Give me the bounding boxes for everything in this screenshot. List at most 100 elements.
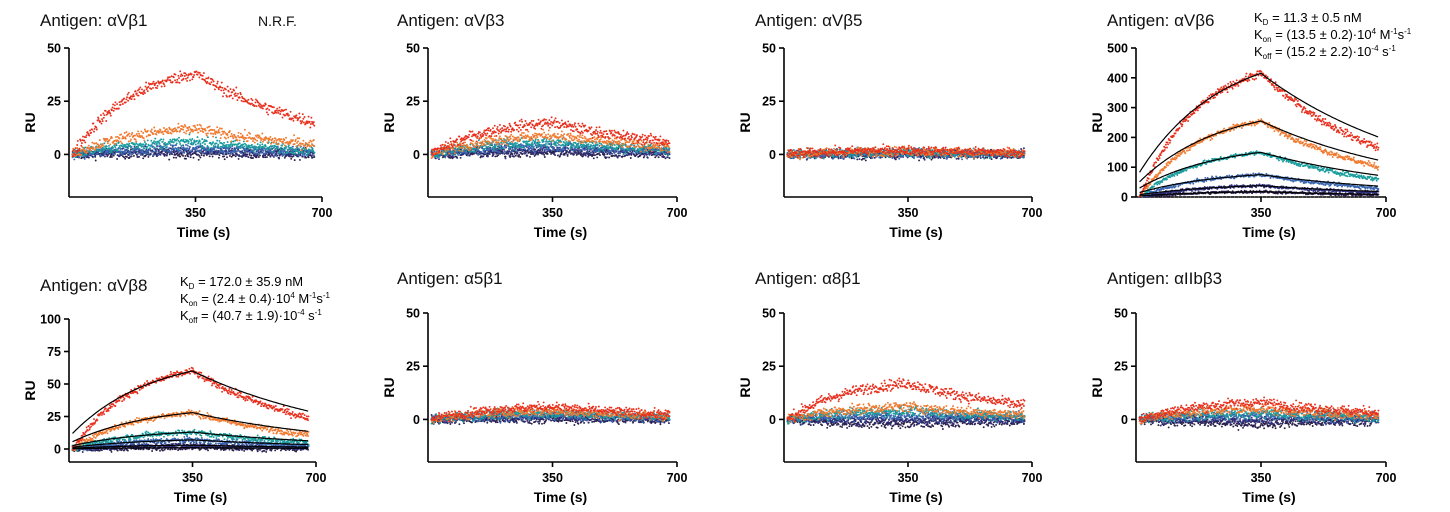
data-point: [254, 139, 256, 141]
data-point: [130, 146, 132, 148]
data-point: [664, 153, 666, 155]
data-point: [445, 151, 447, 153]
data-point: [613, 130, 615, 132]
data-point: [264, 156, 266, 158]
data-point: [478, 153, 480, 155]
data-point: [482, 134, 484, 136]
data-point: [452, 146, 454, 148]
data-point: [261, 138, 263, 140]
data-point: [169, 79, 171, 81]
data-point: [570, 129, 572, 131]
data-point: [163, 127, 165, 129]
data-point: [308, 151, 310, 153]
data-point: [121, 142, 123, 144]
data-point: [117, 150, 119, 152]
data-point: [129, 150, 131, 152]
data-point: [109, 143, 111, 145]
data-point: [84, 146, 86, 148]
data-point: [437, 148, 439, 150]
data-point: [599, 145, 601, 147]
data-point: [231, 133, 233, 135]
data-point: [503, 138, 505, 140]
data-point: [510, 131, 512, 133]
data-point: [224, 132, 226, 134]
data-point: [519, 152, 521, 154]
data-point: [662, 149, 664, 151]
data-point: [178, 77, 180, 79]
data-point: [133, 151, 135, 153]
data-point: [593, 157, 595, 159]
data-point: [595, 129, 597, 131]
data-point: [501, 127, 503, 129]
data-point: [514, 122, 516, 124]
data-point: [610, 146, 612, 148]
data-point: [580, 153, 582, 155]
data-point: [185, 78, 187, 80]
data-point: [487, 151, 489, 153]
data-point: [223, 92, 225, 94]
data-point: [577, 143, 579, 145]
data-point: [273, 156, 275, 158]
data-point: [298, 144, 300, 146]
data-point: [567, 120, 569, 122]
data-point: [509, 123, 511, 125]
data-point: [195, 150, 197, 152]
x-axis-label: Time (s): [177, 224, 230, 240]
data-point: [189, 152, 191, 154]
data-point: [122, 103, 124, 105]
data-point: [565, 141, 567, 143]
data-point: [497, 139, 499, 141]
data-point: [221, 128, 223, 130]
data-point: [267, 142, 269, 144]
data-point: [125, 131, 127, 133]
data-point: [510, 155, 512, 157]
data-point: [476, 137, 478, 139]
data-point: [207, 136, 209, 138]
data-point: [475, 134, 477, 136]
data-point: [237, 93, 239, 95]
data-point: [310, 141, 312, 143]
data-point: [284, 150, 286, 152]
data-point: [222, 95, 224, 97]
data-point: [527, 134, 529, 136]
data-point: [139, 148, 141, 150]
data-point: [597, 131, 599, 133]
data-point: [265, 152, 267, 154]
data-point: [610, 132, 612, 134]
data-point: [457, 153, 459, 155]
data-point: [241, 156, 243, 158]
data-point: [501, 143, 503, 145]
data-point: [484, 133, 486, 135]
data-point: [480, 151, 482, 153]
data-point: [624, 155, 626, 157]
data-point: [563, 133, 565, 135]
data-point: [220, 148, 222, 150]
data-point: [653, 144, 655, 146]
data-point: [147, 90, 149, 92]
data-point: [243, 136, 245, 138]
data-point: [186, 74, 188, 76]
data-point: [91, 154, 93, 156]
data-point: [177, 123, 179, 125]
data-point: [553, 121, 555, 123]
data-point: [147, 150, 149, 152]
data-point: [154, 146, 156, 148]
data-point: [570, 134, 572, 136]
data-point: [185, 158, 187, 160]
data-point: [582, 137, 584, 139]
data-point: [456, 138, 458, 140]
data-point: [294, 159, 296, 161]
data-point: [302, 118, 304, 120]
data-point: [262, 141, 264, 143]
data-point: [465, 150, 467, 152]
data-point: [506, 136, 508, 138]
data-point: [147, 152, 149, 154]
data-point: [483, 143, 485, 145]
data-point: [645, 150, 647, 152]
data-point: [149, 134, 151, 136]
data-point: [668, 146, 670, 148]
data-point: [550, 145, 552, 147]
data-point: [624, 138, 626, 140]
data-point: [628, 153, 630, 155]
